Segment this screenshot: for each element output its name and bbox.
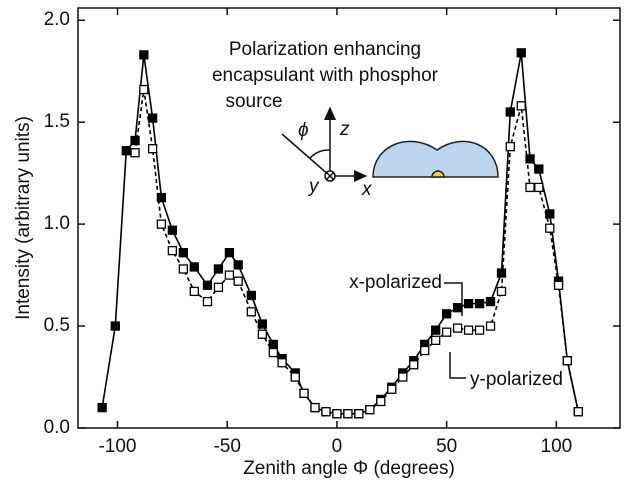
data-point: [409, 360, 419, 370]
data-point: [545, 223, 555, 233]
x-tick-label: 0: [332, 436, 343, 457]
data-point: [268, 347, 278, 358]
data-point: [202, 296, 213, 307]
y-axis-label: Intensity (arbitrary units): [13, 116, 34, 320]
data-point: [156, 192, 167, 203]
data-point: [376, 396, 386, 407]
data-point: [213, 282, 224, 292]
data-point: [463, 298, 474, 309]
y-tick-label: 1.0: [44, 213, 70, 234]
data-point: [496, 268, 507, 278]
y-tick-label: 2.0: [44, 9, 70, 30]
data-point: [485, 296, 496, 307]
data-point: [387, 384, 397, 394]
data-point: [147, 144, 158, 154]
data-point: [130, 148, 140, 158]
x-tick-label: -50: [213, 436, 240, 457]
data-point: [97, 402, 107, 413]
data-point: [516, 101, 526, 111]
inset-label: y: [307, 176, 320, 197]
x-tick-label: -100: [98, 436, 136, 457]
label-leader: [449, 352, 466, 379]
y-tick-label: 0.0: [44, 417, 70, 438]
data-point: [202, 280, 213, 290]
data-point: [233, 276, 243, 286]
series-label: x-polarized: [349, 272, 442, 293]
data-point: [189, 262, 199, 272]
data-point: [321, 407, 331, 417]
data-point: [485, 321, 496, 331]
inset-diagram: [281, 106, 499, 182]
data-point: [224, 270, 235, 280]
data-point: [224, 248, 235, 258]
data-point: [534, 182, 544, 193]
data-point: [474, 298, 485, 309]
data-point: [178, 264, 188, 274]
data-point: [562, 356, 572, 366]
data-point: [121, 146, 131, 156]
data-point: [167, 245, 178, 256]
data-point: [441, 327, 452, 337]
data-point: [420, 345, 430, 356]
plot-frame: [77, 7, 621, 429]
data-point: [474, 325, 485, 335]
annotation-line: encapsulant with phosphor: [212, 65, 439, 86]
annotation-line: Polarization enhancing: [229, 39, 421, 60]
inset-label: x: [361, 179, 373, 200]
data-point: [505, 107, 515, 117]
data-point: [299, 388, 309, 398]
data-point: [365, 405, 375, 415]
data-point: [516, 48, 526, 58]
x-axis-label: Zenith angle Φ (degrees): [243, 458, 455, 479]
data-point: [257, 329, 267, 339]
y-tick-label: 0.5: [44, 315, 70, 336]
data-point: [496, 286, 507, 297]
series-line: [134, 89, 580, 415]
data-point: [505, 141, 515, 152]
data-point: [343, 409, 353, 419]
data-point: [246, 290, 257, 301]
data-point: [310, 402, 320, 413]
data-point: [463, 325, 474, 335]
data-point: [139, 50, 149, 60]
x-tick-label: 100: [541, 436, 573, 457]
data-point: [553, 280, 564, 290]
data-point: [213, 264, 224, 274]
data-point: [354, 409, 364, 419]
data-point: [130, 135, 140, 146]
data-point: [431, 335, 441, 345]
data-point: [139, 84, 149, 95]
data-point: [431, 325, 441, 335]
data-point: [246, 307, 257, 317]
data-point: [525, 154, 535, 164]
x-tick-label: 50: [436, 436, 457, 457]
data-point: [189, 286, 199, 297]
data-point: [441, 309, 452, 319]
series-label: y-polarized: [470, 369, 563, 390]
data-point: [290, 372, 300, 382]
data-point: [257, 319, 267, 329]
y-tick-label: 1.5: [44, 111, 70, 132]
data-point: [398, 372, 408, 382]
data-point: [525, 182, 535, 193]
data-point: [167, 225, 178, 235]
data-point: [233, 260, 243, 270]
data-point: [573, 407, 583, 417]
data-point: [147, 113, 158, 123]
data-point: [332, 409, 342, 419]
annotation-line: source: [225, 91, 282, 112]
data-point: [110, 321, 120, 331]
data-point: [178, 248, 188, 258]
inset-label: ϕ: [298, 120, 309, 141]
data-point: [452, 303, 463, 313]
data-point: [156, 219, 167, 229]
data-point: [534, 164, 544, 174]
data-point: [545, 209, 555, 219]
data-point: [452, 323, 463, 333]
data-point: [277, 358, 287, 368]
inset-label: z: [339, 119, 350, 140]
